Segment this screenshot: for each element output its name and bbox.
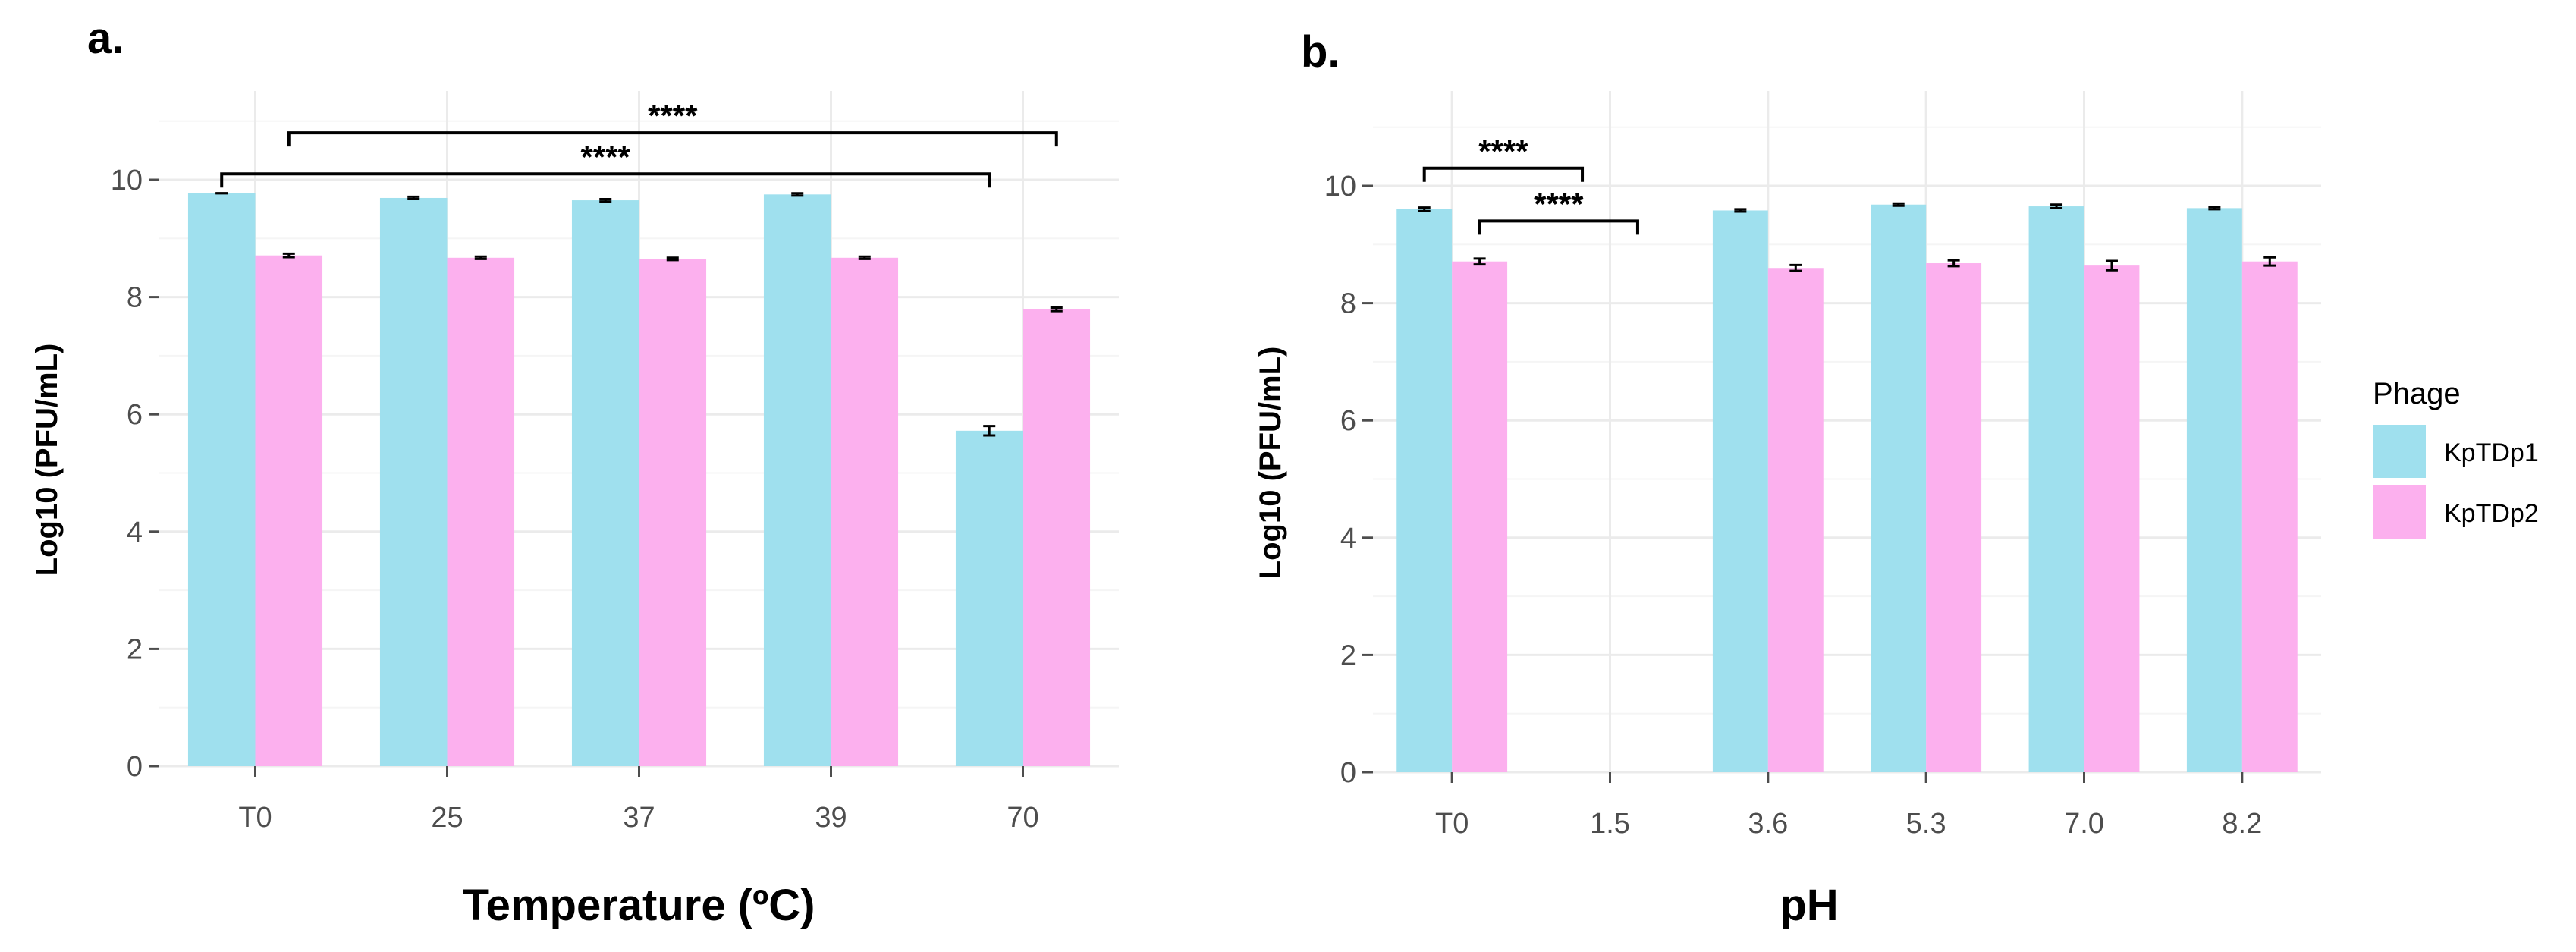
bar-kptdp1-7.0 [2028, 206, 2084, 772]
panel-a-y-ticks: 0 2 4 6 8 10 [111, 165, 159, 783]
significance-label: **** [581, 139, 631, 174]
x-tick-label: 1.5 [1590, 808, 1630, 840]
panel-b-ph-chart: b. Log10 (PFU/mL) 0 2 4 6 8 10 T0 1.5 3.6 5.3 7.0… [1254, 27, 2321, 930]
x-tick-label: 39 [815, 802, 847, 834]
panel-b-significance: ******** [1422, 134, 1639, 235]
y-tick-label: 4 [127, 517, 143, 548]
significance-bracket [220, 172, 991, 188]
panel-a-label: a. [87, 14, 124, 63]
significance-bracket [287, 131, 1058, 147]
legend-key-kptdp2 [2373, 485, 2426, 539]
bar-kptdp1-70 [955, 430, 1023, 766]
bar-kptdp2-5.3 [1926, 263, 1982, 772]
x-tick-label: 8.2 [2222, 808, 2262, 840]
bar-kptdp2-T0 [1452, 261, 1508, 772]
panel-b-bars [1396, 204, 2298, 773]
bar-kptdp1-37 [571, 200, 639, 766]
significance-label: **** [648, 98, 698, 134]
panel-a-x-ticks: T0 25 37 39 70 [238, 766, 1039, 834]
bar-kptdp1-3.6 [1712, 210, 1768, 772]
panel-b-y-axis-title: Log10 (PFU/mL) [1254, 347, 1287, 580]
panel-b-x-axis-title: pH [1780, 881, 1838, 930]
significance-label: **** [1534, 186, 1584, 222]
bar-kptdp2-3.6 [1767, 268, 1824, 773]
x-tick-label: 3.6 [1748, 808, 1788, 840]
bar-kptdp2-70 [1023, 309, 1091, 766]
panel-b-y-ticks: 0 2 4 6 8 10 [1324, 171, 1373, 789]
significance-label: **** [1478, 134, 1528, 169]
bar-kptdp2-7.0 [2084, 265, 2140, 772]
x-tick-label: 25 [431, 802, 463, 834]
significance-bracket [1478, 219, 1639, 235]
panel-b-grid [1373, 91, 2321, 774]
significance-bracket [1422, 166, 1585, 182]
y-tick-label: 8 [127, 282, 143, 314]
bar-kptdp1-T0 [187, 193, 256, 767]
legend-key-kptdp1 [2373, 425, 2426, 478]
y-tick-label: 4 [1340, 523, 1356, 555]
y-tick-label: 2 [1340, 639, 1356, 671]
y-tick-label: 0 [127, 751, 143, 783]
bar-kptdp2-25 [447, 257, 515, 767]
panel-b-x-ticks: T0 1.5 3.6 5.3 7.0 8.2 [1435, 772, 2262, 840]
panel-b-error-bars [1418, 202, 2276, 272]
x-tick-label: 70 [1007, 802, 1038, 834]
legend-title: Phage [2373, 377, 2461, 410]
bar-kptdp2-8.2 [2241, 261, 2298, 772]
x-tick-label: 7.0 [2064, 808, 2104, 840]
bar-kptdp2-39 [831, 257, 899, 767]
panel-a-bars [187, 193, 1091, 767]
bar-kptdp1-8.2 [2186, 208, 2242, 772]
x-tick-label: 37 [623, 802, 655, 834]
y-tick-label: 6 [1340, 405, 1356, 437]
x-tick-label: T0 [238, 802, 272, 834]
bar-kptdp1-5.3 [1871, 204, 1927, 773]
legend-label-kptdp2: KpTDp2 [2444, 499, 2539, 528]
x-tick-label: 5.3 [1906, 808, 1946, 840]
bar-kptdp1-25 [379, 197, 448, 766]
y-tick-label: 0 [1340, 757, 1356, 789]
legend-label-kptdp1: KpTDp1 [2444, 438, 2539, 467]
y-tick-label: 10 [111, 165, 143, 196]
y-tick-label: 2 [127, 633, 143, 665]
y-tick-label: 10 [1324, 171, 1356, 203]
bar-kptdp2-T0 [255, 255, 323, 766]
panel-a-x-axis-title: Temperature (ºC) [463, 881, 815, 930]
panel-a-temperature-chart: a. Log10 (PFU/mL) 0 2 4 6 8 10 T0 25 37 39 70 ***… [30, 14, 1119, 930]
legend: Phage KpTDp1 KpTDp2 [2373, 377, 2539, 539]
bar-kptdp1-T0 [1396, 209, 1453, 772]
panel-a-significance: **** **** [220, 98, 1058, 188]
bar-kptdp1-39 [763, 194, 831, 766]
bar-kptdp2-37 [639, 259, 707, 767]
y-tick-label: 8 [1340, 288, 1356, 320]
panel-b-label: b. [1301, 27, 1340, 77]
panel-a-error-bars [215, 192, 1063, 437]
y-tick-label: 6 [127, 399, 143, 431]
x-tick-label: T0 [1435, 808, 1469, 840]
panel-a-y-axis-title: Log10 (PFU/mL) [30, 344, 64, 577]
